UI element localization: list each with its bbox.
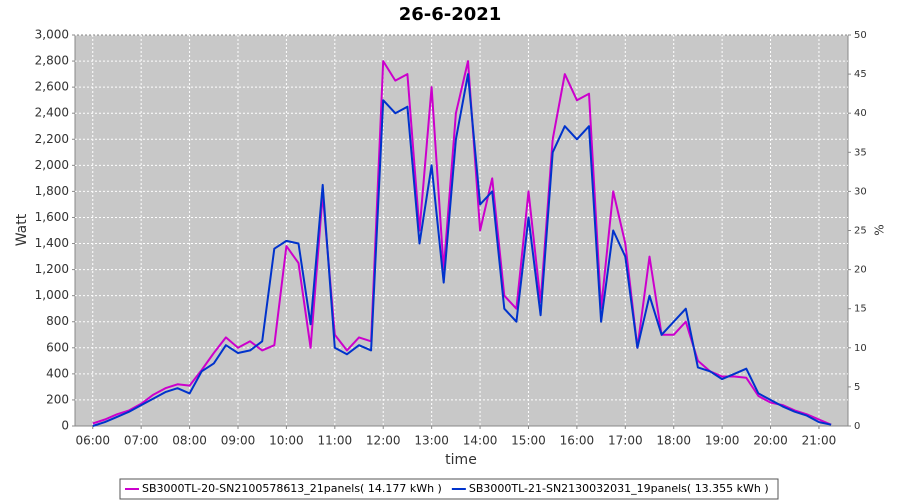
y-tick-label: 1,400 — [35, 236, 69, 250]
y2-tick-label: 35 — [854, 147, 867, 158]
x-tick-label: 19:00 — [705, 434, 740, 448]
x-tick-label: 11:00 — [318, 434, 353, 448]
y2-tick-label: 40 — [854, 108, 867, 119]
y-tick-label: 2,600 — [35, 80, 69, 94]
x-tick-label: 07:00 — [124, 434, 159, 448]
y-tick-label: 2,200 — [35, 132, 69, 146]
y2-tick-label: 20 — [854, 265, 867, 276]
y-tick-label: 2,800 — [35, 54, 69, 68]
y-tick-label: 1,600 — [35, 210, 69, 224]
x-tick-label: 18:00 — [656, 434, 691, 448]
x-tick-label: 16:00 — [560, 434, 595, 448]
x-tick-label: 09:00 — [221, 434, 256, 448]
y-tick-label: 1,200 — [35, 262, 69, 276]
y2-tick-label: 50 — [854, 30, 867, 41]
y-tick-label: 2,000 — [35, 158, 69, 172]
y-tick-label: 2,400 — [35, 106, 69, 120]
y-tick-label: 200 — [46, 392, 69, 406]
y-tick-label: 400 — [46, 366, 69, 380]
y2-tick-label: 10 — [854, 343, 867, 354]
series-line — [92, 60, 832, 426]
y2-axis-label: % — [873, 224, 887, 235]
y-tick-label: 0 — [61, 419, 69, 433]
legend-label: SB3000TL-20-SN2100578613_21panels( 14.17… — [142, 482, 442, 495]
legend — [119, 478, 779, 500]
y-tick-label: 800 — [46, 314, 69, 328]
x-axis-label: time — [445, 452, 477, 468]
y-tick-label: 3,000 — [35, 28, 69, 42]
x-tick-label: 12:00 — [366, 434, 401, 448]
y2-tick-label: 25 — [854, 226, 867, 237]
x-tick-label: 15:00 — [511, 434, 546, 448]
y2-tick-label: 5 — [854, 382, 860, 393]
series-line — [92, 73, 832, 427]
x-tick-label: 08:00 — [172, 434, 207, 448]
x-tick-label: 21:00 — [802, 434, 837, 448]
x-tick-label: 13:00 — [414, 434, 449, 448]
legend-label: SB3000TL-21-SN2130032031_19panels( 13.35… — [469, 482, 769, 495]
y2-tick-label: 45 — [854, 69, 867, 80]
x-tick-label: 20:00 — [753, 434, 788, 448]
y-tick-label: 1,000 — [35, 288, 69, 302]
y2-tick-label: 30 — [854, 186, 867, 197]
y2-tick-label: 0 — [854, 421, 860, 432]
y2-tick-label: 15 — [854, 304, 867, 315]
plot-area — [74, 34, 849, 427]
y-axis-label: Watt — [14, 213, 30, 246]
chart-title: 26-6-2021 — [399, 4, 502, 25]
x-tick-label: 17:00 — [608, 434, 643, 448]
x-tick-label: 10:00 — [269, 434, 304, 448]
x-tick-label: 14:00 — [463, 434, 498, 448]
y-tick-label: 1,800 — [35, 184, 69, 198]
y-tick-label: 600 — [46, 340, 69, 354]
x-tick-label: 06:00 — [75, 434, 110, 448]
